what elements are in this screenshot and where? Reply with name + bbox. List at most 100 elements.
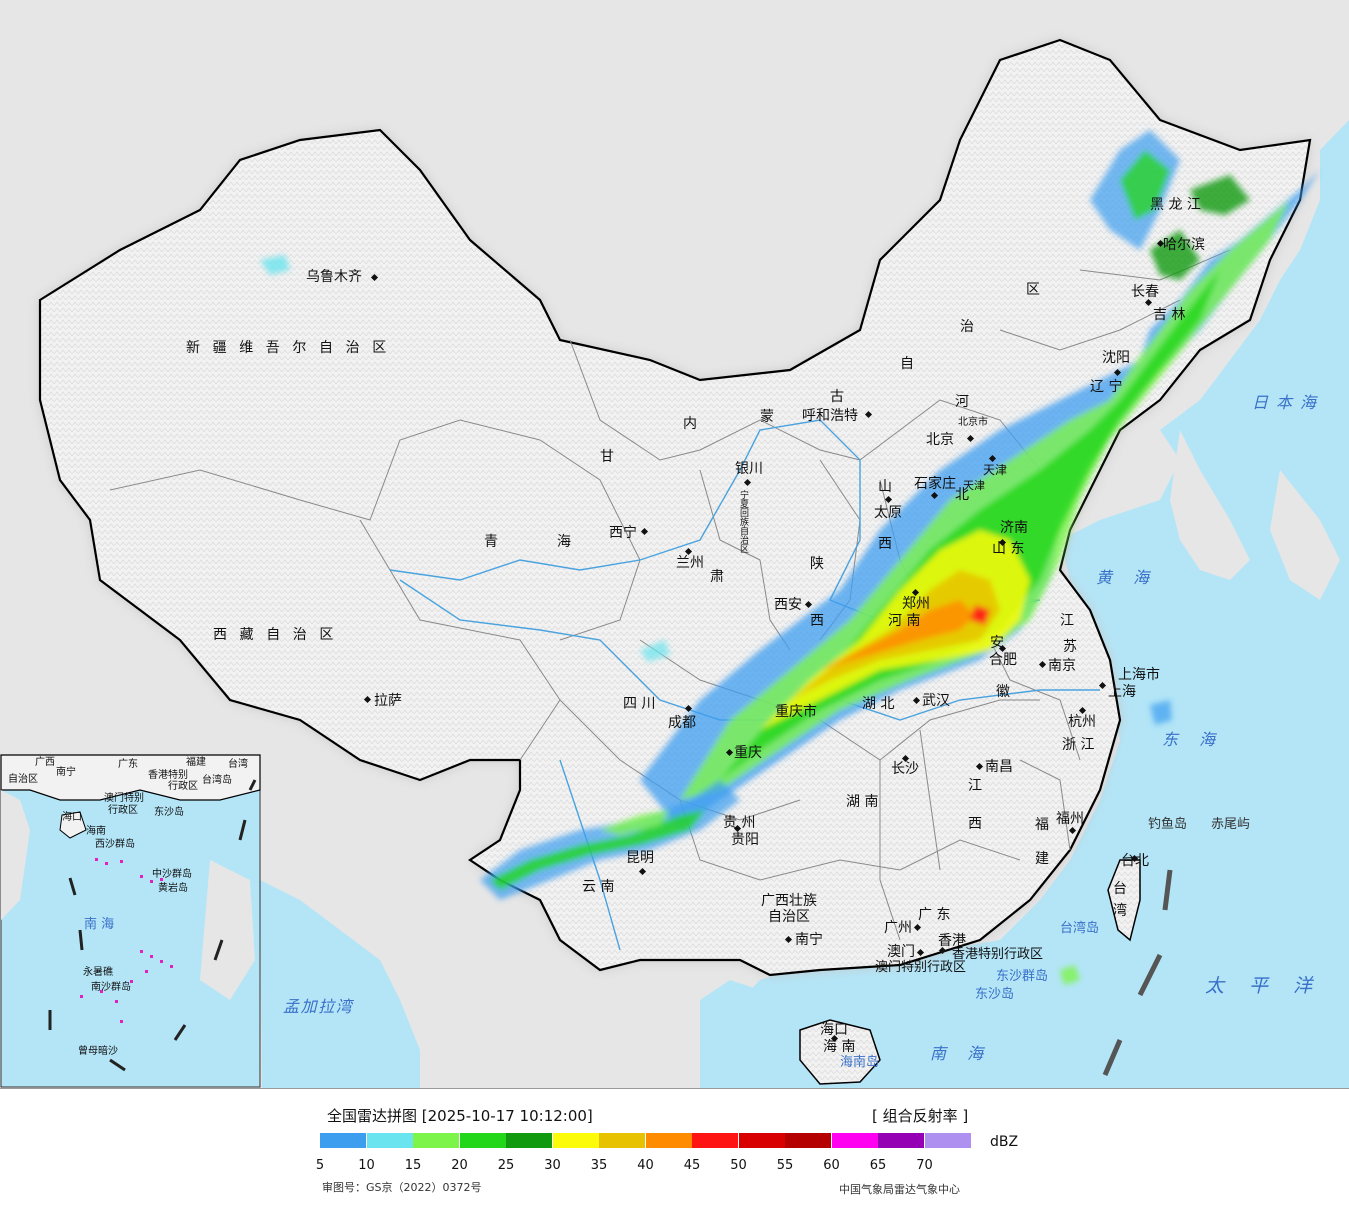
sea-south-vietnam: [700, 980, 780, 1088]
province-label: 澳门特别行政区: [875, 960, 967, 975]
south-china-sea-inset: [0, 754, 261, 1088]
province-label: 区: [1026, 282, 1040, 298]
province-label: 广 东: [918, 907, 951, 923]
inset-label: 台湾: [228, 759, 248, 770]
province-label: 台: [1113, 881, 1127, 897]
city-label: 太原: [874, 505, 902, 521]
city-label: 上海: [1108, 684, 1136, 700]
legend-tick-label: 15: [404, 1158, 422, 1173]
legend-swatch: [506, 1133, 552, 1148]
legend-swatch: [320, 1133, 366, 1148]
province-label: 重庆市: [775, 704, 817, 720]
inset-label: 海口: [62, 812, 82, 823]
legend-tick-label: 60: [823, 1158, 840, 1173]
inset-label: 南 海: [84, 917, 115, 932]
city-label: 西安: [774, 597, 802, 613]
province-label: 湖 南: [846, 794, 879, 810]
inset-label: 南沙群岛: [91, 982, 131, 993]
legend-tick-label: 70: [916, 1158, 933, 1173]
city-label: 南京: [1048, 658, 1076, 674]
island-label: 钓鱼岛: [1148, 817, 1188, 832]
province-label: 江: [968, 778, 982, 794]
province-label: 苏: [1063, 639, 1077, 655]
province-label: 山 东: [992, 541, 1025, 557]
city-label: 广州: [884, 920, 912, 936]
province-label: 湾: [1113, 903, 1127, 919]
province-label: 西藏自治区: [213, 627, 346, 643]
province-label: 云 南: [582, 879, 615, 895]
inset-label: 曾母暗沙: [78, 1046, 118, 1057]
sea-bengal: [260, 880, 420, 1088]
province-label: 辽 宁: [1090, 379, 1123, 395]
island-label: 海南岛: [840, 1055, 880, 1070]
province-label: 上海市: [1118, 667, 1160, 683]
sea-label: 东 海: [1162, 730, 1224, 749]
radar-map: 新疆维吾尔自治区 西藏自治区 青 海 甘 肃 内 蒙 古 自 治 区 黑 龙 江…: [0, 0, 1349, 1088]
legend-tick-label: 30: [544, 1158, 561, 1173]
province-label: 肃: [710, 569, 724, 585]
island-label: 赤尾屿: [1211, 817, 1251, 832]
legend-tick-label: 55: [776, 1158, 794, 1173]
china-land: [38, 38, 1312, 977]
legend-swatch: [738, 1133, 785, 1148]
province-label: 西: [968, 816, 982, 832]
inset-label: 永暑礁: [83, 967, 113, 978]
legend-tick-label: 40: [637, 1158, 654, 1173]
legend-tick-label: 5: [315, 1158, 325, 1173]
legend-swatch: [645, 1133, 692, 1148]
province-label: 西: [810, 613, 824, 629]
sea-label: 日本海: [1252, 393, 1325, 412]
legend-swatch: [785, 1133, 831, 1148]
city-label: 呼和浩特: [802, 408, 858, 424]
legend-swatch: [831, 1133, 878, 1148]
city-label: 济南: [1000, 520, 1028, 536]
island-label: 台湾岛: [1060, 921, 1100, 936]
province-label: 海: [557, 534, 571, 550]
inset-label: 西沙群岛: [95, 839, 135, 850]
city-label: 银川: [735, 461, 763, 477]
legend-swatch: [552, 1133, 599, 1148]
hainan-island: [799, 1019, 881, 1085]
sea-east: [700, 0, 1349, 1088]
city-label: 香港: [938, 933, 966, 949]
city-label: 武汉: [922, 693, 950, 709]
province-label: 海 南: [823, 1039, 856, 1055]
island-label: 东沙群岛: [996, 969, 1049, 984]
province-label: 治: [960, 319, 974, 335]
city-label: 兰州: [676, 555, 704, 571]
province-label: 北京市: [958, 417, 988, 428]
inset-label: 行政区: [168, 781, 198, 792]
city-label: 南昌: [985, 759, 1013, 775]
approval-number: 审图号：GS京（2022）0372号: [322, 1181, 482, 1194]
city-label: 昆明: [626, 850, 654, 866]
inset-label: 南宁: [56, 767, 76, 778]
legend-swatch: [692, 1133, 738, 1148]
province-label: 河 南: [888, 613, 921, 629]
legend-tick-label: 20: [451, 1158, 468, 1173]
legend-tick-label: 25: [497, 1158, 515, 1173]
province-label: 浙 江: [1062, 737, 1095, 753]
inset-label: 行政区: [108, 805, 138, 816]
inset-label: 东沙岛: [154, 807, 184, 818]
province-label: 香港特别行政区: [952, 947, 1044, 962]
legend-swatch: [413, 1133, 459, 1148]
legend-panel: 全国雷达拼图 [2025-10-17 10:12:00] [ 组合反射率 ] d…: [0, 1088, 1349, 1209]
province-label: 徽: [996, 684, 1010, 700]
province-label: 新疆维吾尔自治区: [186, 340, 399, 356]
city-label: 重庆: [734, 745, 762, 761]
city-label: 长春: [1131, 284, 1159, 300]
city-label: 天津: [983, 463, 1008, 477]
inset-label: 澳门特别: [104, 793, 144, 804]
city-label: 北京: [926, 432, 954, 448]
inset-label: 自治区: [8, 774, 38, 785]
province-label: 山: [878, 479, 892, 495]
province-label: 宁夏回族自治区: [738, 490, 748, 553]
japan-korea-land: [1170, 430, 1340, 600]
province-label: 江: [1060, 613, 1074, 629]
city-label: 乌鲁木齐: [306, 269, 362, 285]
province-label: 贵 州: [723, 815, 756, 831]
city-label: 杭州: [1068, 714, 1096, 730]
province-borders: [109, 249, 1231, 941]
province-label: 湖 北: [862, 696, 895, 712]
sea-label: 太 平 洋: [1205, 975, 1322, 997]
